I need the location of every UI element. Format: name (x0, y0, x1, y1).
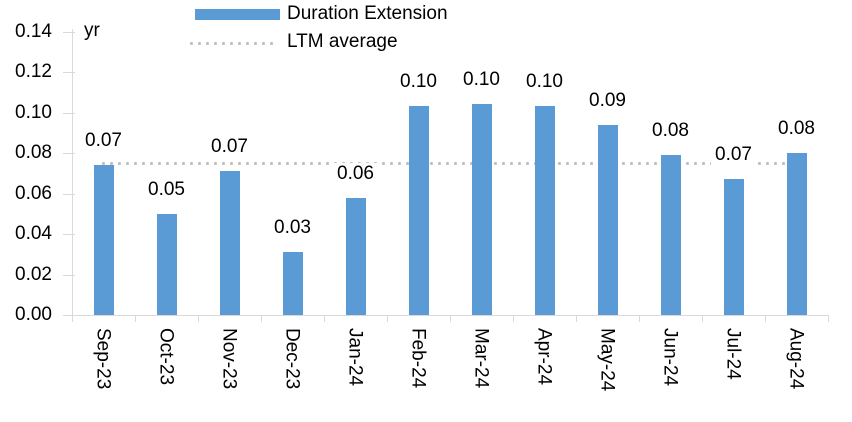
legend-label-ltm-average: LTM average (287, 31, 398, 52)
bar-value-label: 0.07 (80, 130, 127, 153)
bar-value-label: 0.03 (269, 217, 316, 240)
x-axis-tick-mark (198, 315, 199, 322)
legend-bar-swatch-icon (195, 9, 280, 20)
y-axis-tick-label: 0.14 (15, 20, 52, 42)
y-axis-tick-mark (63, 112, 75, 114)
bar-feb-24 (408, 106, 429, 315)
x-axis-category-label: Jan-24 (344, 328, 366, 387)
bar-value-label: 0.08 (773, 118, 820, 140)
y-axis-tick-label: 0.04 (15, 223, 52, 244)
x-axis-category-label: Mar-24 (470, 328, 492, 389)
x-axis-tick-mark (576, 315, 577, 322)
x-axis-tick-mark (702, 315, 703, 322)
bar-value-label: 0.08 (647, 120, 694, 143)
x-axis-category-label: Feb-24 (407, 328, 429, 389)
x-axis-category-label: Apr-24 (533, 328, 555, 386)
y-axis-tick-mark (63, 193, 75, 195)
y-axis-tick-mark (63, 153, 75, 154)
y-axis-tick-mark (63, 274, 75, 276)
y-axis-line (72, 28, 73, 315)
bar-value-label: 0.10 (458, 69, 505, 92)
bar-value-label: 0.07 (206, 136, 253, 159)
bar-apr-24 (534, 106, 555, 315)
x-axis-tick-mark (828, 315, 829, 322)
x-axis-category-label: Jun-24 (659, 328, 681, 387)
x-axis-tick-mark (135, 315, 136, 322)
y-axis-tick-mark (63, 234, 75, 235)
x-axis-category-label: May-24 (596, 328, 618, 392)
legend-dotted-line-swatch-icon (190, 42, 275, 45)
bar-sep-23 (93, 165, 114, 315)
x-axis-category-label: Jul-24 (722, 328, 744, 380)
bar-value-label: 0.10 (521, 71, 568, 94)
bar-oct-23 (156, 213, 177, 315)
y-axis-tick-label: 0.02 (15, 263, 52, 285)
bar-aug-24 (786, 153, 807, 315)
bar-may-24 (597, 124, 618, 315)
bar-nov-23 (219, 171, 240, 315)
x-axis-line (63, 315, 829, 316)
x-axis-tick-mark (387, 315, 388, 322)
x-axis-tick-mark (765, 315, 766, 322)
x-axis-tick-mark (513, 315, 514, 322)
x-axis-category-label: Dec-23 (281, 328, 303, 390)
ltm-average-line (101, 162, 801, 166)
x-axis-category-label: Nov-23 (218, 328, 240, 390)
y-axis-unit-label: yr (84, 20, 100, 41)
x-axis-category-label: Sep-23 (92, 328, 114, 390)
bar-jan-24 (345, 197, 366, 315)
x-axis-tick-mark (261, 315, 262, 322)
y-axis-tick-mark (63, 72, 75, 73)
bar-value-label: 0.07 (710, 144, 757, 167)
bar-jun-24 (660, 155, 681, 315)
y-axis-tick-label: 0.06 (15, 182, 52, 204)
legend-label-duration-extension: Duration Extension (287, 3, 448, 24)
x-axis-category-label: Aug-24 (785, 328, 807, 390)
y-axis-tick-label: 0.12 (15, 61, 52, 82)
y-axis-tick-label: 0.00 (15, 304, 52, 325)
bar-value-label: 0.10 (395, 71, 442, 94)
x-axis-tick-mark (72, 315, 73, 322)
bar-value-label: 0.09 (584, 89, 631, 112)
bar-dec-23 (282, 252, 303, 315)
bar-value-label: 0.06 (332, 162, 379, 185)
bar-value-label: 0.05 (143, 178, 190, 201)
bar-mar-24 (471, 104, 492, 315)
x-axis-category-label: Oct-23 (155, 328, 177, 386)
y-axis-tick-mark (63, 31, 75, 33)
x-axis-tick-mark (450, 315, 451, 322)
y-axis-tick-label: 0.10 (15, 101, 52, 123)
y-axis-tick-label: 0.08 (15, 142, 52, 163)
x-axis-tick-mark (639, 315, 640, 322)
bar-jul-24 (723, 179, 744, 315)
x-axis-tick-mark (324, 315, 325, 322)
